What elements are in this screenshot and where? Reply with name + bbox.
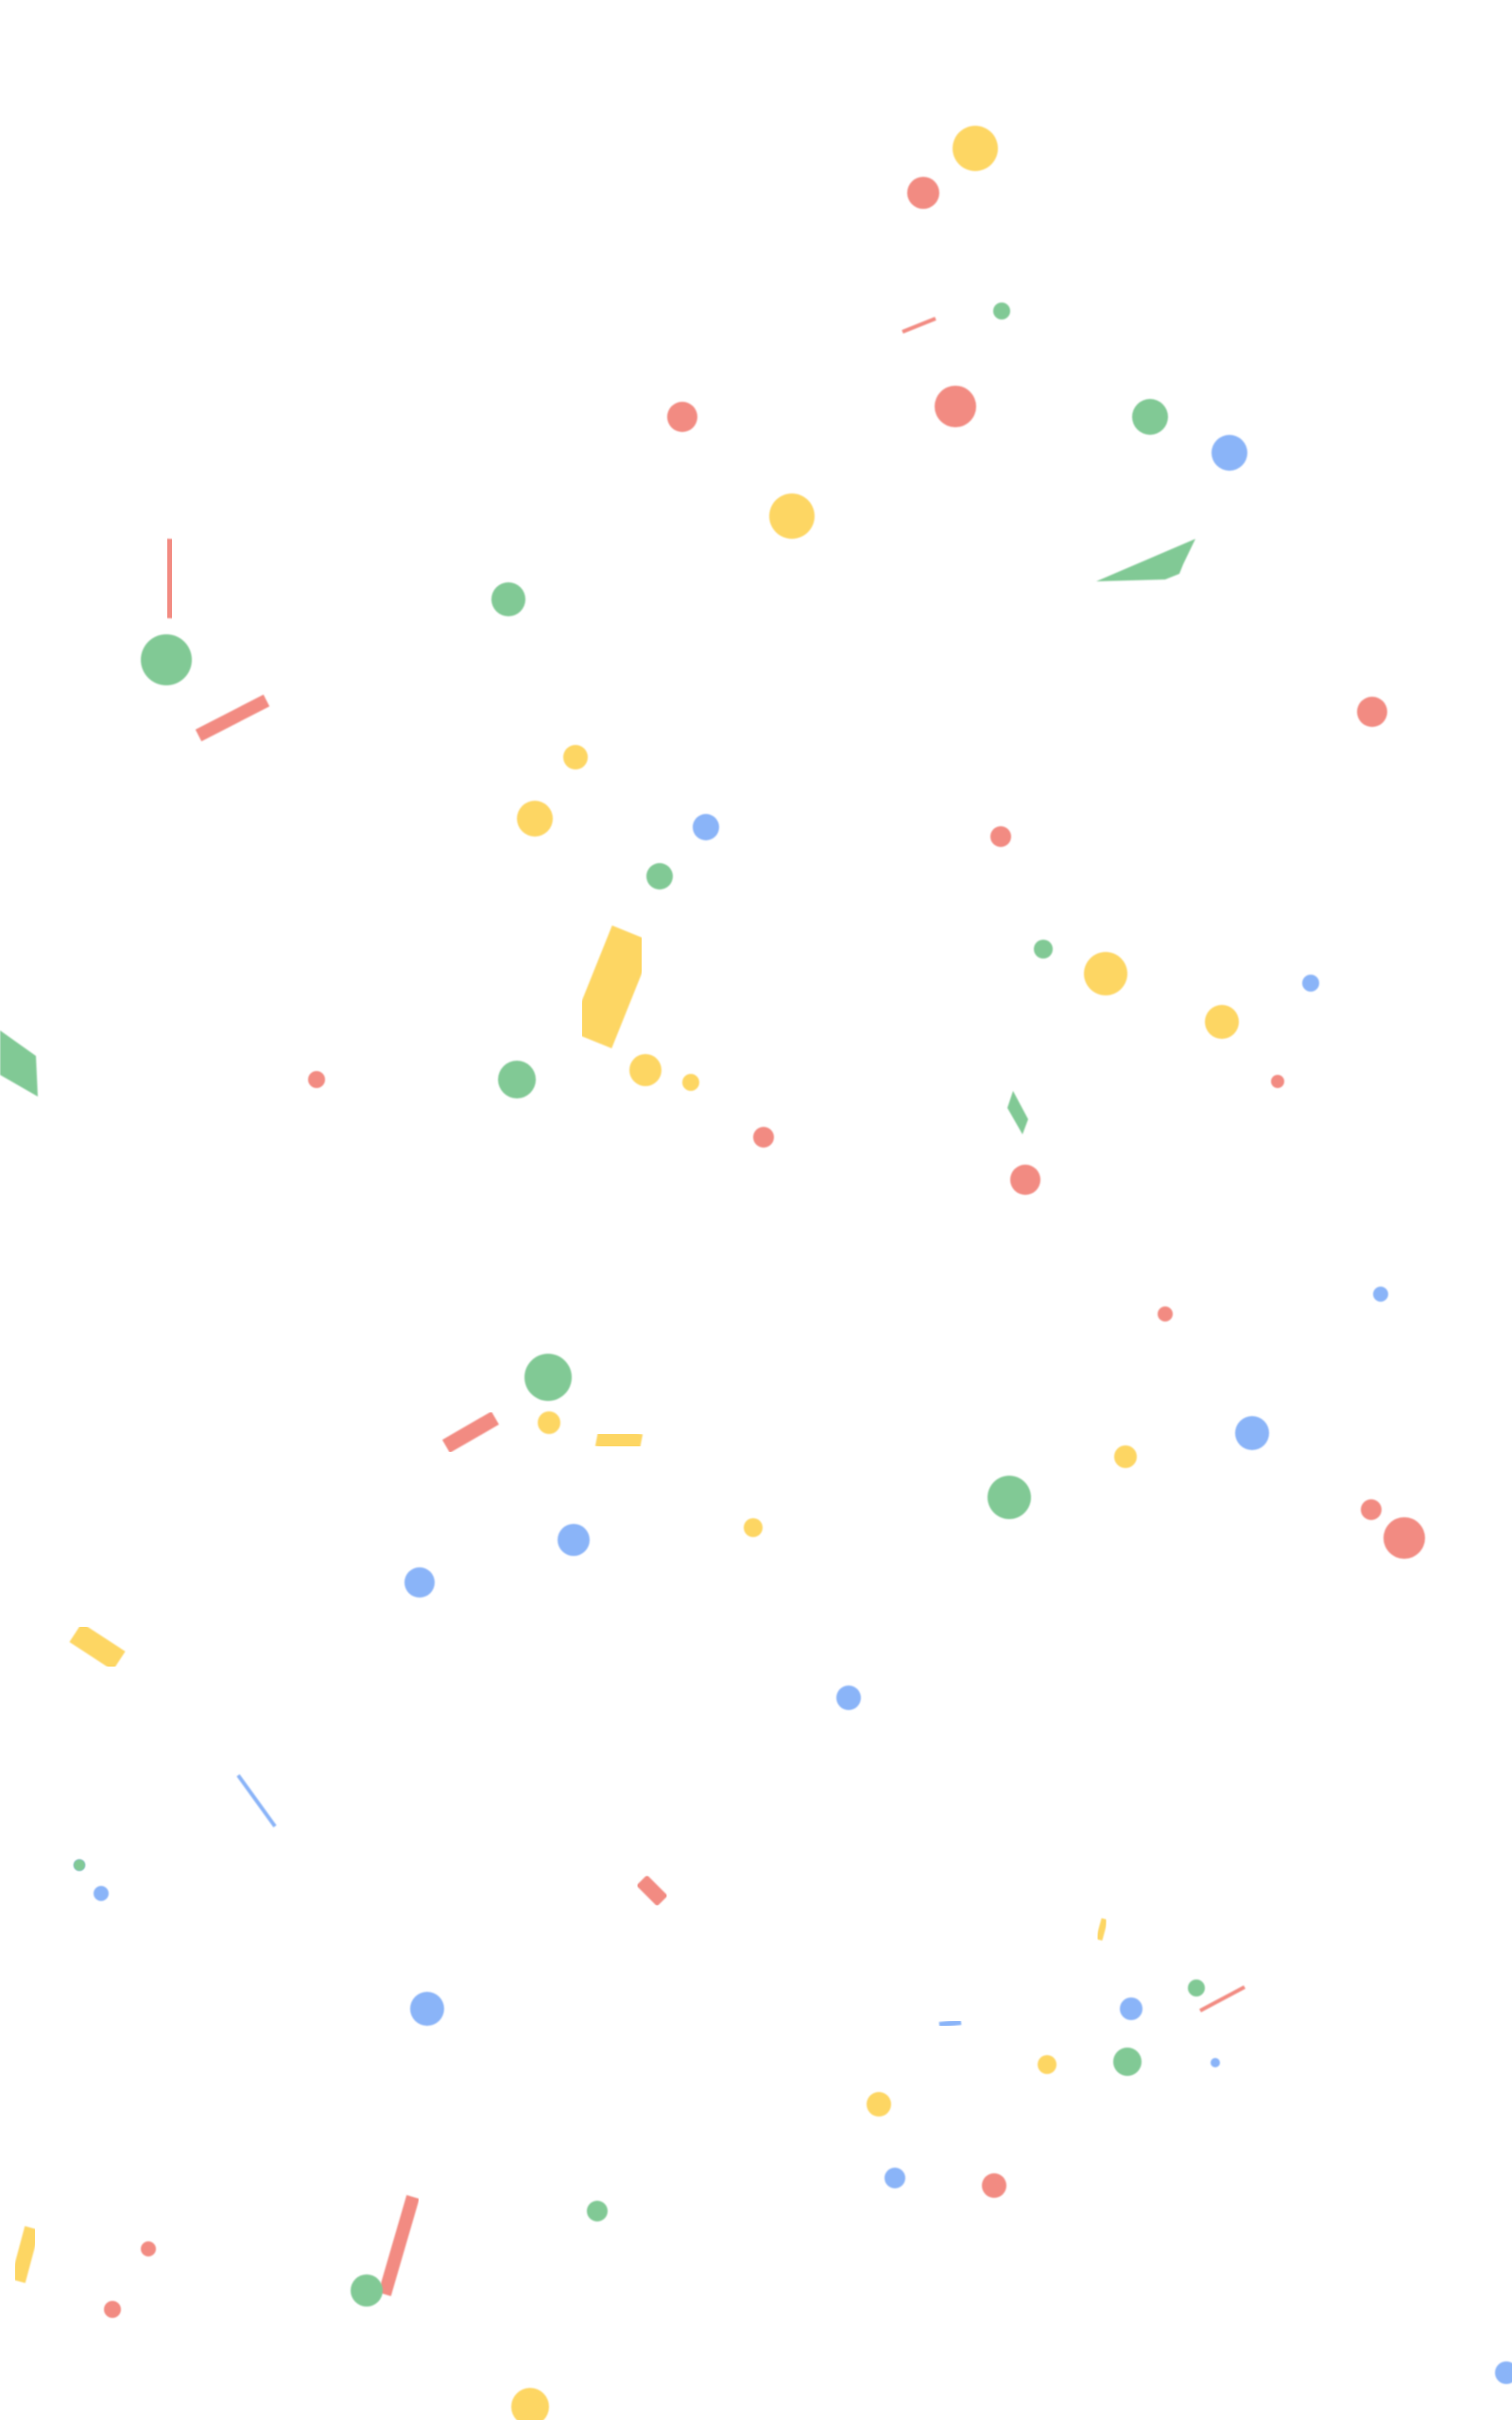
confetti-dot-green [491,582,525,616]
confetti-strip-red [1199,1985,1246,2013]
confetti-strip-red [378,2195,420,2296]
confetti-dot-red [753,1127,774,1148]
confetti-dot-red [141,2241,156,2256]
confetti-dot-yellow [1114,1445,1137,1468]
confetti-dot-blue [1235,1416,1269,1450]
confetti-strip-red [157,538,182,619]
confetti-dot-green [1132,399,1168,435]
confetti-dot-yellow [1084,952,1127,995]
confetti-dot-red [1361,1499,1382,1520]
confetti-dot-yellow [538,1411,560,1434]
confetti-strip-blue [938,2019,962,2028]
confetti-dot-yellow [953,126,998,171]
confetti-parallelogram-green [1007,1091,1028,1134]
confetti-dot-yellow [867,2092,891,2117]
confetti-dot-red [982,2173,1006,2198]
confetti-dot-red [935,386,976,427]
confetti-dot-green [351,2274,383,2307]
confetti-dot-red [1271,1075,1284,1088]
confetti-dot-blue [558,1524,590,1556]
confetti-parallelogram-green [0,1030,38,1097]
confetti-dot-blue [1211,2058,1220,2067]
confetti-strip-yellow [10,2225,40,2284]
confetti-dot-green [587,2201,608,2221]
confetti-parallelogram-green [1096,539,1195,581]
confetti-dot-green [498,1061,536,1098]
confetti-dot-green [993,302,1010,320]
confetti-dot-green [74,1859,85,1871]
confetti-strip-red [195,694,270,742]
confetti-dot-green [646,863,673,890]
confetti-dot-blue [410,1992,444,2026]
confetti-dot-yellow [1038,2055,1057,2074]
confetti-dot-blue [1120,1997,1143,2020]
confetti-dot-yellow [517,801,553,837]
confetti-strip-yellow [69,1622,126,1671]
confetti-dot-red [1357,697,1387,727]
confetti-dot-red [1010,1165,1040,1195]
confetti-dot-red [990,826,1011,847]
confetti-dot-blue [1211,435,1247,471]
confetti-strip-blue [236,1773,277,1828]
confetti-group [0,126,1512,2420]
confetti-dot-red [308,1071,325,1088]
confetti-dot-green [1034,940,1053,959]
confetti-dot-red [1383,1517,1425,1559]
confetti-dot-blue [94,1886,109,1901]
confetti-dot-red [104,2301,121,2318]
confetti-dot-green [1188,1979,1205,1996]
confetti-dot-blue [836,1685,861,1710]
confetti-dot-green [1113,2048,1142,2076]
confetti-strip-red [902,317,936,334]
confetti-dot-yellow [1205,1005,1239,1039]
confetti-dot-blue [1373,1287,1388,1302]
confetti-dot-yellow [511,2388,549,2420]
confetti-dot-yellow [682,1074,699,1091]
confetti-dot-blue [885,2168,905,2188]
confetti-dot-yellow [629,1054,662,1086]
confetti-dot-green [988,1476,1031,1519]
confetti-dot-blue [404,1567,435,1598]
confetti-dot-red [1158,1306,1173,1322]
confetti-dot-green [524,1354,572,1401]
confetti-dot-yellow [563,745,588,769]
confetti-strip-yellow [594,1426,644,1455]
confetti-dot-red [907,177,939,209]
confetti-dot-yellow [744,1518,763,1537]
confetti-strip-red [442,1411,499,1453]
confetti-dot-blue [1302,975,1319,992]
confetti-strip-red [636,1875,668,1907]
confetti-strip-yellow [569,925,655,1048]
confetti-dot-green [141,634,192,685]
confetti-dot-yellow [769,493,815,539]
confetti-dot-blue [1495,2361,1512,2384]
confetti-dot-blue [693,814,719,840]
confetti-strip-yellow [1095,1918,1108,1941]
confetti-dot-red [667,402,697,432]
